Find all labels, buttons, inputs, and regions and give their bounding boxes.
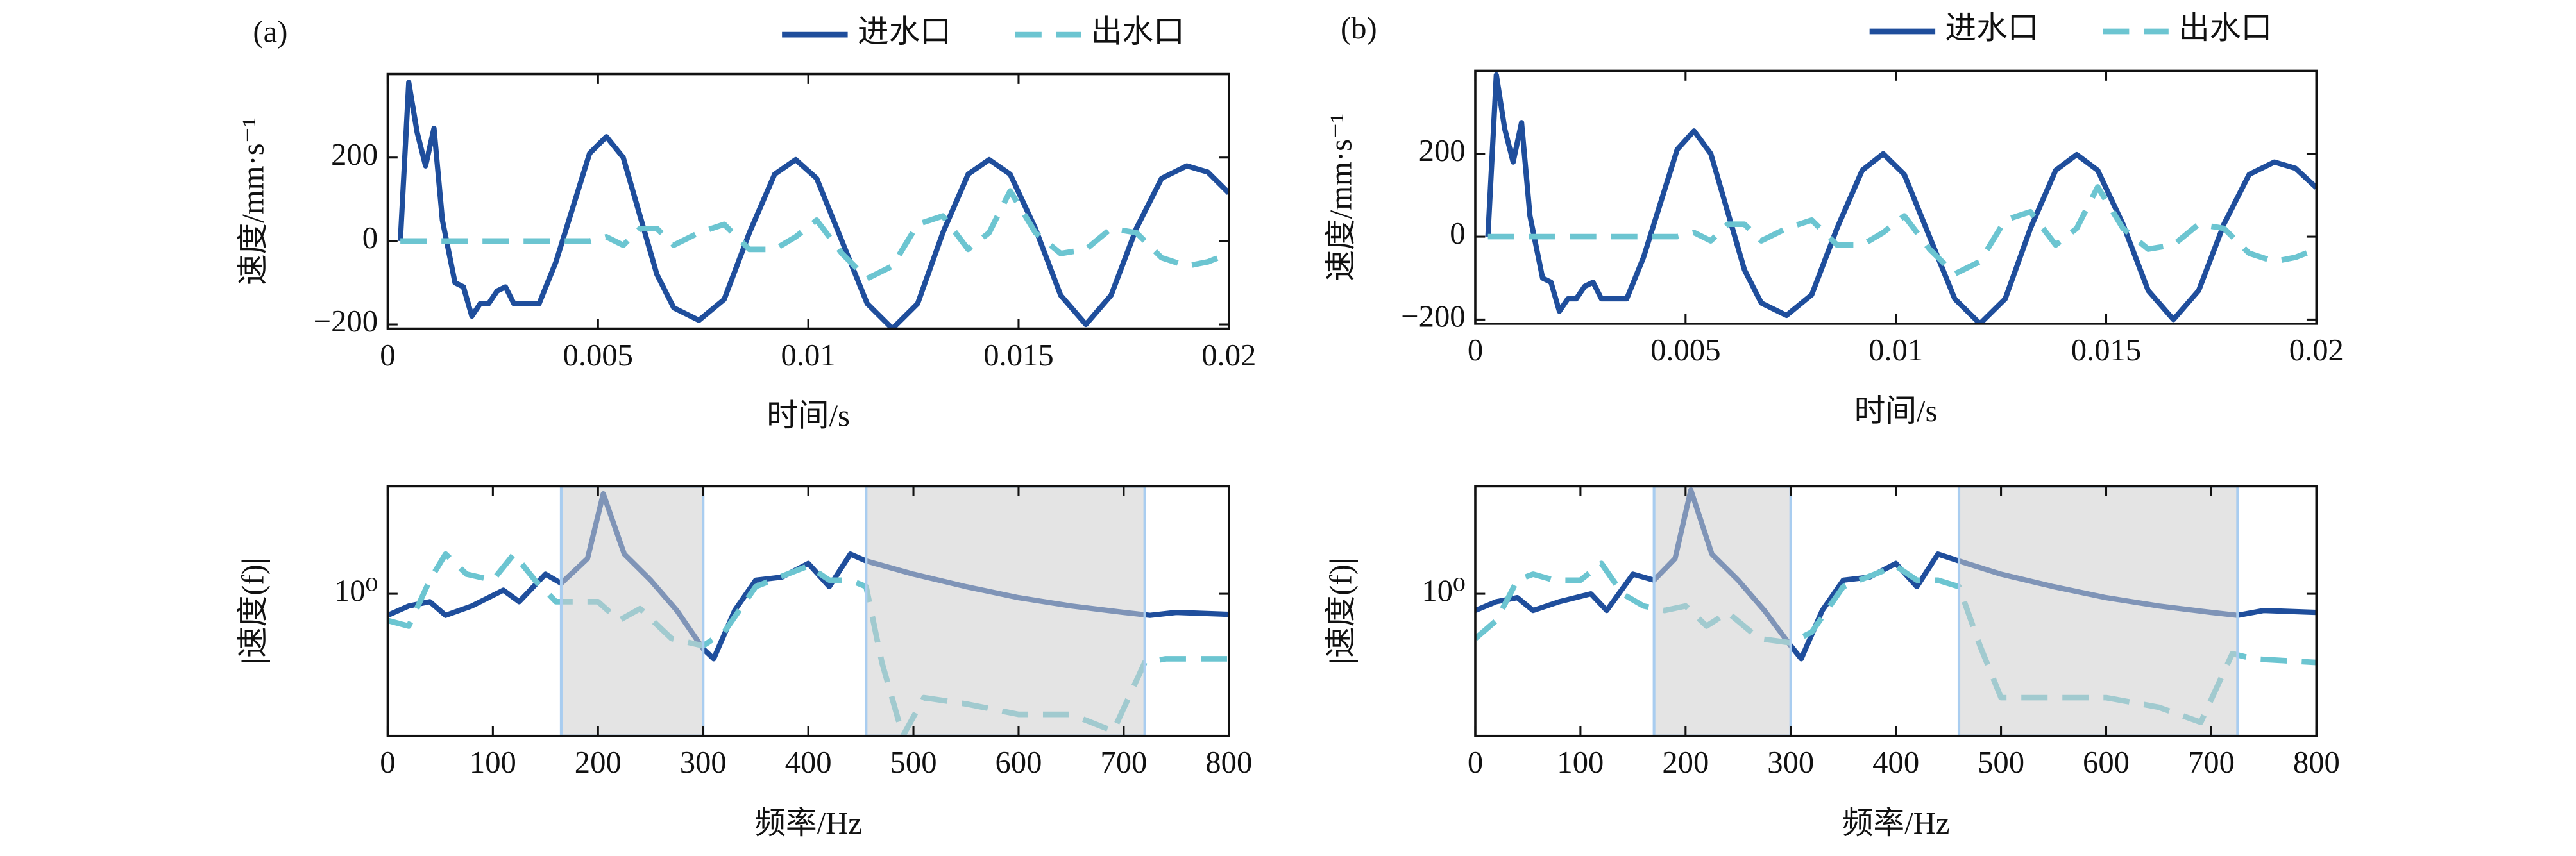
y-tick-label: 10⁰	[1421, 573, 1465, 608]
x-tick-label: 100	[470, 745, 516, 780]
x-tick-label: 700	[1100, 745, 1147, 780]
y-tick-label: 10⁰	[334, 573, 378, 608]
x-tick-label: 0	[1468, 333, 1483, 367]
shaded-region	[1957, 485, 2239, 737]
legend-label: 进水口	[858, 14, 951, 49]
x-tick-label: 0	[380, 338, 395, 373]
plot-frame	[386, 72, 1230, 330]
y-axis-label: |速度(f)|	[236, 558, 271, 664]
x-tick-label: 0.01	[1868, 333, 1923, 367]
legend-label: 出水口	[1091, 14, 1185, 49]
y-tick-label: 200	[331, 137, 378, 172]
x-tick-label: 0	[1468, 745, 1483, 780]
shaded-region	[1652, 485, 1792, 737]
x-tick-label: 500	[1978, 745, 2024, 780]
x-tick-label: 800	[2293, 745, 2340, 780]
x-tick-label: 0.015	[983, 338, 1053, 373]
x-tick-label: 0	[380, 745, 395, 780]
x-tick-label: 800	[1205, 745, 1252, 780]
y-axis-label: 速度/mm·s⁻¹	[1323, 113, 1358, 281]
x-axis-label: 频率/Hz	[1842, 806, 1950, 841]
panel-label: (b)	[1341, 11, 1377, 46]
x-axis-label: 时间/s	[767, 399, 850, 433]
x-tick-label: 0.015	[2071, 333, 2141, 367]
y-axis-label: 速度/mm·s⁻¹	[236, 117, 271, 285]
x-tick-label: 100	[1557, 745, 1604, 780]
x-tick-label: 300	[680, 745, 727, 780]
data-line	[1487, 184, 2317, 277]
x-tick-label: 500	[890, 745, 937, 780]
x-axis-label: 时间/s	[1854, 394, 1938, 428]
x-tick-label: 0.02	[2289, 333, 2344, 367]
x-tick-label: 0.01	[781, 338, 836, 373]
y-axis-label: |速度(f)|	[1323, 558, 1358, 664]
x-tick-label: 0.02	[1201, 338, 1256, 373]
y-tick-label: −200	[1401, 299, 1465, 334]
x-tick-label: 400	[1872, 745, 1919, 780]
x-tick-label: 0.005	[1650, 333, 1720, 367]
plot-frame	[1474, 69, 2318, 325]
x-tick-label: 600	[2083, 745, 2130, 780]
legend-label: 进水口	[1945, 11, 2038, 46]
x-tick-label: 700	[2188, 745, 2235, 780]
x-tick-label: 400	[785, 745, 832, 780]
y-tick-label: 0	[1450, 216, 1465, 251]
x-tick-label: 600	[995, 745, 1042, 780]
y-tick-label: −200	[314, 304, 378, 339]
shaded-region	[559, 485, 705, 737]
data-line	[400, 188, 1229, 281]
legend-label: 出水口	[2178, 11, 2272, 46]
panel-label: (a)	[253, 14, 287, 49]
x-tick-label: 200	[575, 745, 622, 780]
y-tick-label: 0	[362, 221, 378, 255]
data-line	[398, 80, 1229, 329]
y-tick-label: 200	[1419, 133, 1466, 168]
x-tick-label: 0.005	[563, 338, 633, 373]
x-tick-label: 200	[1662, 745, 1709, 780]
data-line	[1485, 72, 2317, 324]
x-axis-label: 频率/Hz	[754, 806, 862, 841]
x-tick-label: 300	[1767, 745, 1814, 780]
shaded-region	[865, 485, 1146, 737]
